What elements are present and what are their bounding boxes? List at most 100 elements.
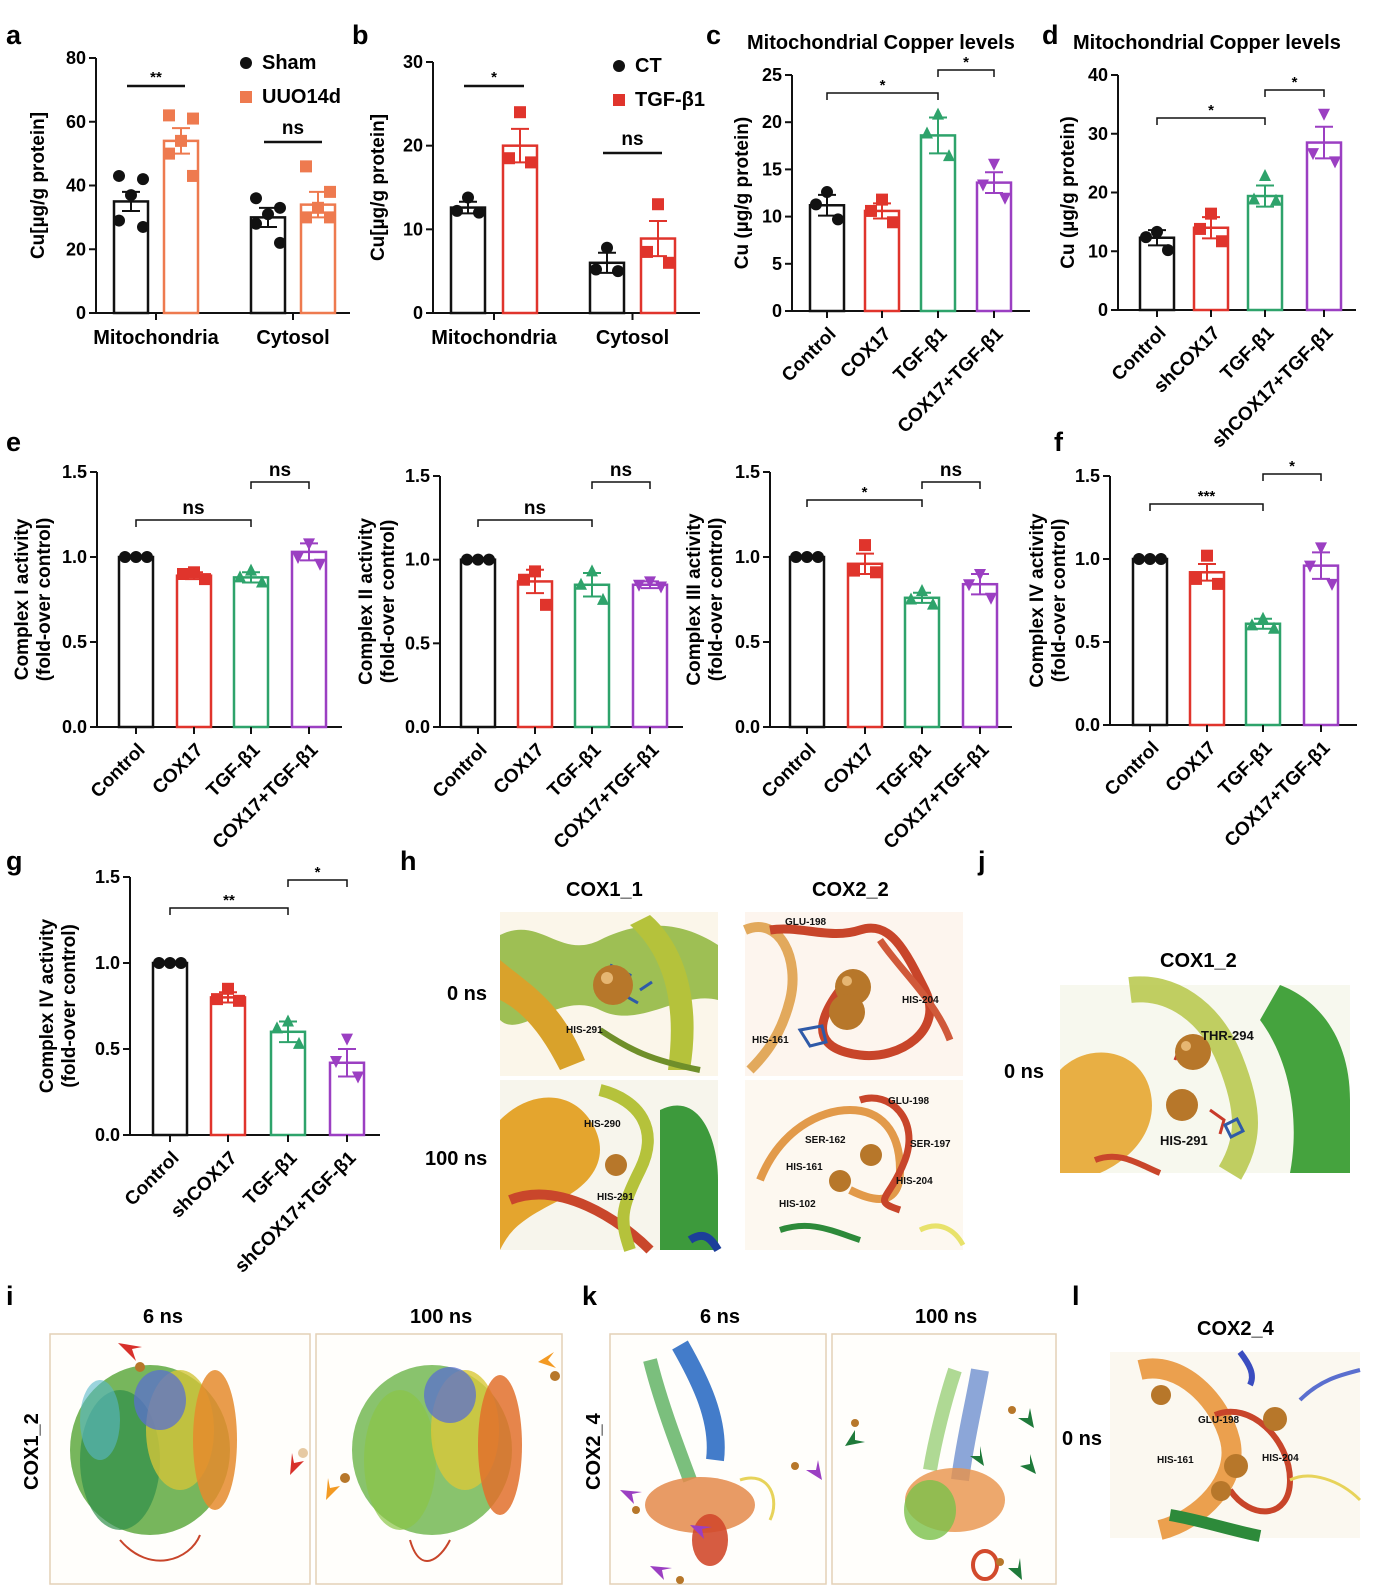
c-point-2	[921, 126, 933, 139]
d-point-2	[1248, 192, 1260, 205]
c-point-0	[832, 213, 844, 226]
g-ytick-label: 1.0	[95, 953, 120, 973]
e3-point-2	[905, 592, 917, 605]
d-title: Mitochondrial Copper levels	[1073, 32, 1341, 54]
b-ytick-label: 20	[403, 136, 423, 156]
e2-bar-3	[631, 583, 669, 729]
e2-ylabel-line1: Complex II activity	[356, 518, 377, 685]
a-point	[250, 192, 262, 205]
e2-ytick-label: 1.5	[405, 466, 430, 486]
e3-ylabel-line1: Complex III activity	[684, 513, 705, 686]
e3-bar-0	[788, 555, 826, 729]
panel-h-structures: COX1_1 COX2_2 0 ns 100 ns HIS-291 GLU-	[425, 879, 966, 1254]
a-point	[137, 173, 149, 186]
e3-sig-label: ns	[940, 460, 962, 481]
c-point-2	[932, 107, 944, 120]
panel-l-structure: COX2_4 0 ns GLU-198 HIS-161 HIS-204	[1062, 1318, 1362, 1542]
l-res-his204: HIS-204	[1262, 1453, 1299, 1464]
g-sig-label: **	[223, 892, 235, 909]
e1-ytick-label: 1.5	[62, 462, 87, 482]
a-legend-marker-UUO14d	[240, 91, 252, 103]
g-ytick-label: 0.5	[95, 1039, 120, 1059]
c-sig-label: *	[963, 54, 969, 71]
chart-e-complex-iii: 0.0 0.5 1.0 1.5 Complex III activity(fold-ov…	[684, 460, 1012, 853]
d-ytick-label: 30	[1088, 124, 1108, 144]
a-legend-marker-Sham	[240, 57, 252, 69]
e1-sig-bracket	[250, 481, 310, 489]
f-point-2	[1246, 618, 1258, 631]
h-cox1-0ns-image: HIS-291	[500, 912, 718, 1076]
c-ylabel: Cu (µg/g protein)	[732, 117, 753, 269]
g-point-3	[352, 1071, 364, 1084]
e3-xtick-label: COX17+TGF-β1	[880, 739, 994, 853]
d-ytick-label: 10	[1088, 241, 1108, 261]
g-sig-bracket	[169, 907, 289, 915]
h-row-label-100ns: 100 ns	[425, 1148, 487, 1170]
c-point-1	[887, 216, 899, 229]
c-sig-bracket	[937, 69, 995, 77]
d-point-1	[1194, 222, 1206, 235]
a-point	[300, 211, 312, 224]
panel-letter-l: l	[1072, 1281, 1080, 1311]
e3-xtick-label: Control	[758, 740, 821, 803]
h-cox2-0ns-image: GLU-198 HIS-204 HIS-161	[743, 912, 963, 1076]
e2-point-1	[518, 573, 530, 586]
c-ytick-label: 10	[762, 207, 782, 227]
g-point-1	[211, 993, 223, 1006]
g-ytick-label: 1.5	[95, 867, 120, 887]
g-ylabel-line1: Complex IV activity	[37, 918, 58, 1093]
h-row-label-0ns: 0 ns	[447, 983, 487, 1005]
e1-point-3	[292, 552, 304, 564]
f-point-2	[1257, 611, 1269, 624]
h-res-his204-b: HIS-204	[896, 1176, 933, 1187]
a-legend-label: Sham	[262, 52, 316, 74]
a-bar-UUO14d-0	[162, 139, 200, 315]
c-ytick-label: 25	[762, 65, 782, 85]
e3-bar-1	[846, 562, 884, 729]
c-point-0	[810, 198, 822, 211]
i-100ns-protein	[352, 1352, 560, 1562]
panel-i-structures: COX1_2 6 ns 100 ns	[21, 1306, 563, 1585]
g-bar-0	[151, 961, 189, 1137]
a-point	[262, 208, 274, 221]
c-point-2	[943, 149, 955, 162]
d-ytick-label: 40	[1088, 65, 1108, 85]
b-point	[451, 204, 463, 217]
a-point	[274, 236, 286, 249]
i-side-label: COX1_2	[21, 1413, 43, 1490]
b-point	[462, 191, 474, 204]
c-ytick-label: 20	[762, 112, 782, 132]
e2-bar-2	[573, 583, 611, 729]
f-point-0	[1133, 553, 1145, 565]
b-point	[663, 256, 675, 269]
b-point	[612, 265, 624, 278]
chart-a-copper-mito-cytosol: 0 20 40 60 80 Cu[µg/g protein] Mitochondria ** C…	[28, 48, 350, 349]
d-ylabel: Cu (µg/g protein)	[1058, 116, 1079, 268]
a-point	[175, 134, 187, 147]
d-point-0	[1162, 244, 1174, 257]
e2-ylabel-line2: (fold-over control)	[378, 520, 399, 684]
a-ylabel: Cu[µg/g protein]	[28, 112, 49, 259]
e1-xtick-label: COX17	[149, 740, 208, 799]
h-cox1-100ns-image: HIS-290 HIS-291	[500, 1080, 722, 1254]
b-legend-marker-TGF-β1	[613, 94, 625, 106]
e1-point-0	[119, 551, 131, 563]
f-ytick-label: 1.5	[1075, 466, 1100, 486]
c-xtick-label: Control	[778, 324, 841, 387]
d-bar-2	[1246, 194, 1284, 312]
e1-bar-2	[232, 576, 270, 729]
b-point	[514, 106, 526, 119]
f-xtick-label: COX17+TGF-β1	[1221, 737, 1335, 851]
e1-sig-label: ns	[269, 460, 291, 481]
e3-point-0	[812, 551, 824, 563]
e1-bar-1	[175, 574, 213, 729]
h-res-his161-a: HIS-161	[752, 1035, 789, 1046]
h-cox2-100ns-image: GLU-198 SER-162 SER-197 HIS-161 HIS-204 …	[745, 1080, 966, 1250]
e3-ylabel-line2: (fold-over control)	[706, 518, 727, 682]
e3-sig-bracket	[806, 499, 923, 507]
panel-letter-b: b	[352, 20, 369, 50]
a-point	[324, 211, 336, 224]
h-res-his291-a: HIS-291	[566, 1025, 603, 1036]
e2-point-3	[644, 576, 656, 589]
